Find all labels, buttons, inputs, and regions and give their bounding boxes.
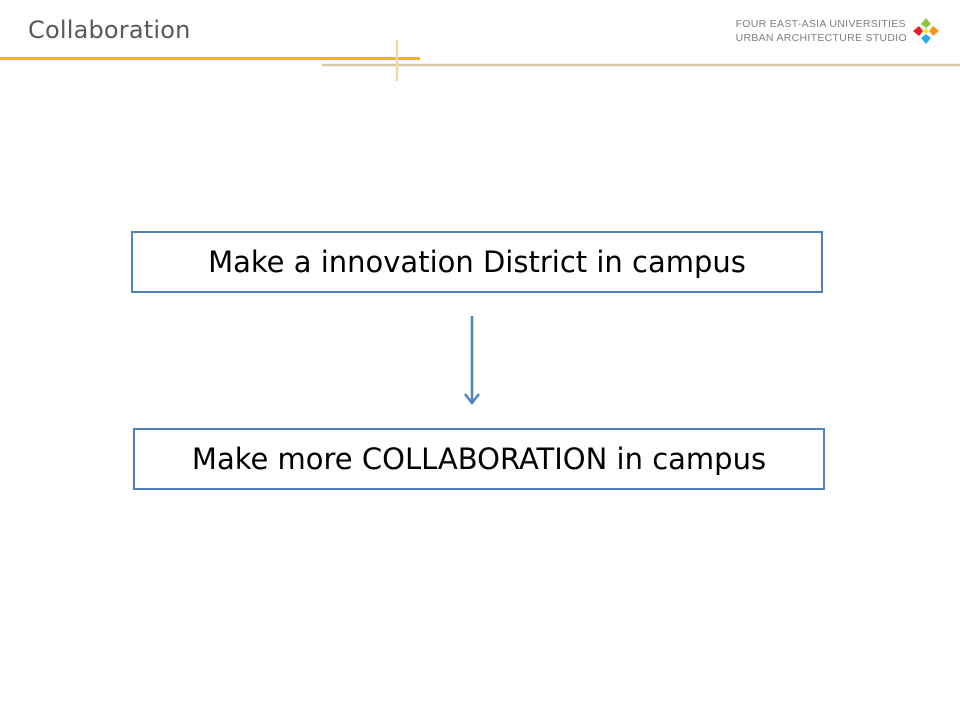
innovation-district-box: Make a innovation District in campus bbox=[131, 231, 823, 293]
slide-title: Collaboration bbox=[28, 16, 191, 44]
collaboration-label: Make more COLLABORATION in campus bbox=[191, 442, 767, 476]
collaboration-box: Make more COLLABORATION in campus bbox=[133, 428, 825, 490]
header-rule-lines bbox=[0, 40, 960, 81]
studio-brand-text: FOUR EAST-ASIA UNIVERSITIES URBAN ARCHIT… bbox=[736, 17, 907, 45]
innovation-district-label: Make a innovation District in campus bbox=[208, 245, 746, 279]
brand-line-studio: URBAN ARCHITECTURE STUDIO bbox=[735, 32, 907, 44]
four-color-diamond-logo-icon bbox=[913, 18, 939, 44]
arrow-down-icon bbox=[464, 316, 480, 406]
brand-line-universities: FOUR EAST-ASIA UNIVERSITIES bbox=[735, 18, 906, 30]
